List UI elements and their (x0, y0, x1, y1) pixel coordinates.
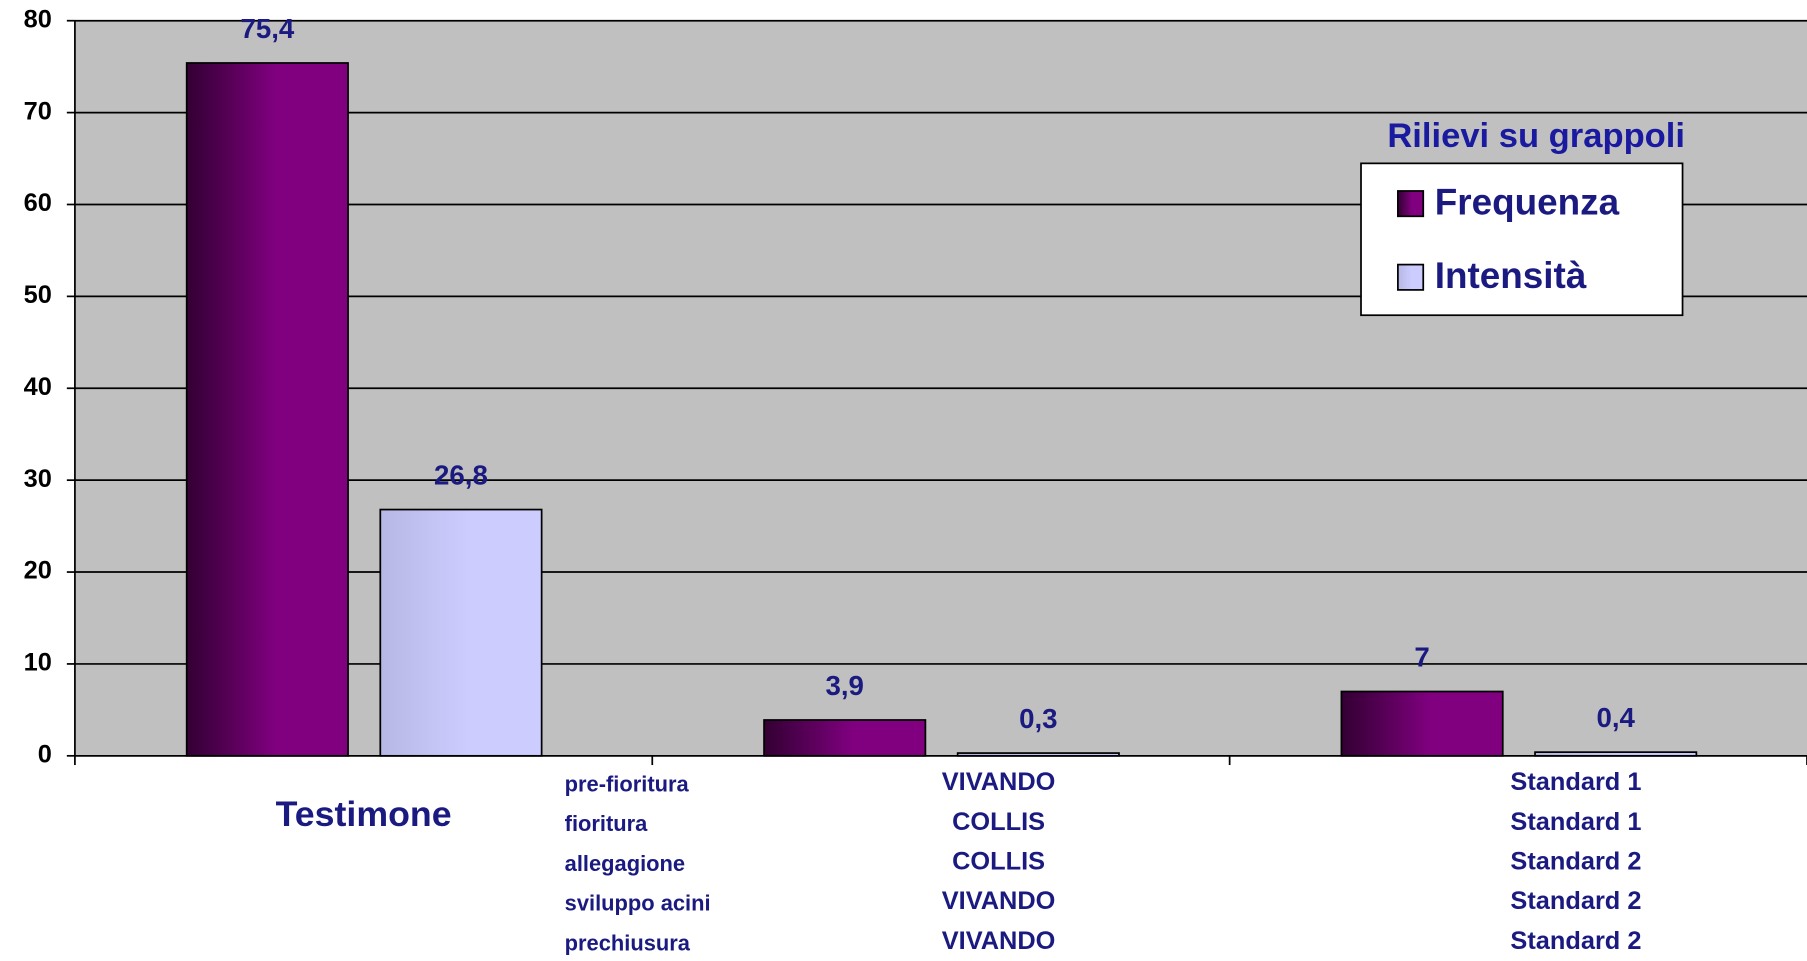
x-tick-label: Standard 2 (1510, 848, 1641, 876)
x-tick-label: Standard 1 (1510, 768, 1641, 796)
stage-label: allegagione (565, 851, 685, 876)
x-tick-label: Standard 1 (1510, 808, 1641, 836)
y-tick-label: 20 (24, 557, 52, 585)
x-tick-label: COLLIS (952, 808, 1045, 836)
stage-label: fioritura (565, 811, 648, 836)
data-label: 0,4 (1596, 702, 1635, 733)
data-label: 0,3 (1019, 703, 1057, 734)
stage-label: pre-fioritura (565, 772, 690, 797)
x-tick-label: Standard 2 (1510, 927, 1641, 955)
bar (956, 752, 1120, 757)
data-label: 75,4 (240, 13, 294, 44)
x-tick-label: Standard 2 (1510, 887, 1641, 915)
legend-swatch (1397, 190, 1425, 218)
data-label: 7 (1414, 642, 1429, 673)
y-tick-label: 40 (24, 373, 52, 401)
x-tick-label: VIVANDO (942, 768, 1056, 796)
x-tick-label: VIVANDO (942, 927, 1056, 955)
bar (185, 62, 349, 757)
y-tick-label: 80 (24, 5, 52, 33)
x-tick-label: Testimone (276, 794, 452, 834)
x-tick-label: VIVANDO (942, 887, 1056, 915)
bar (763, 719, 927, 757)
bar (1340, 690, 1504, 757)
y-tick-label: 50 (24, 281, 52, 309)
y-tick-label: 0 (38, 741, 52, 769)
legend-label: Intensità (1435, 255, 1587, 296)
bar (1534, 751, 1698, 757)
stage-label: sviluppo acini (565, 891, 711, 916)
legend-label: Frequenza (1435, 182, 1620, 223)
stage-label: prechiusura (565, 930, 691, 955)
y-tick-label: 10 (24, 649, 52, 677)
bar (379, 508, 543, 757)
legend-swatch (1397, 263, 1425, 291)
x-tick-label: COLLIS (952, 848, 1045, 876)
y-tick-label: 70 (24, 97, 52, 125)
data-label: 26,8 (434, 460, 488, 491)
y-tick-label: 60 (24, 189, 52, 217)
legend-title: Rilievi su grappoli (1387, 117, 1685, 155)
data-label: 3,9 (826, 670, 864, 701)
y-tick-label: 30 (24, 465, 52, 493)
